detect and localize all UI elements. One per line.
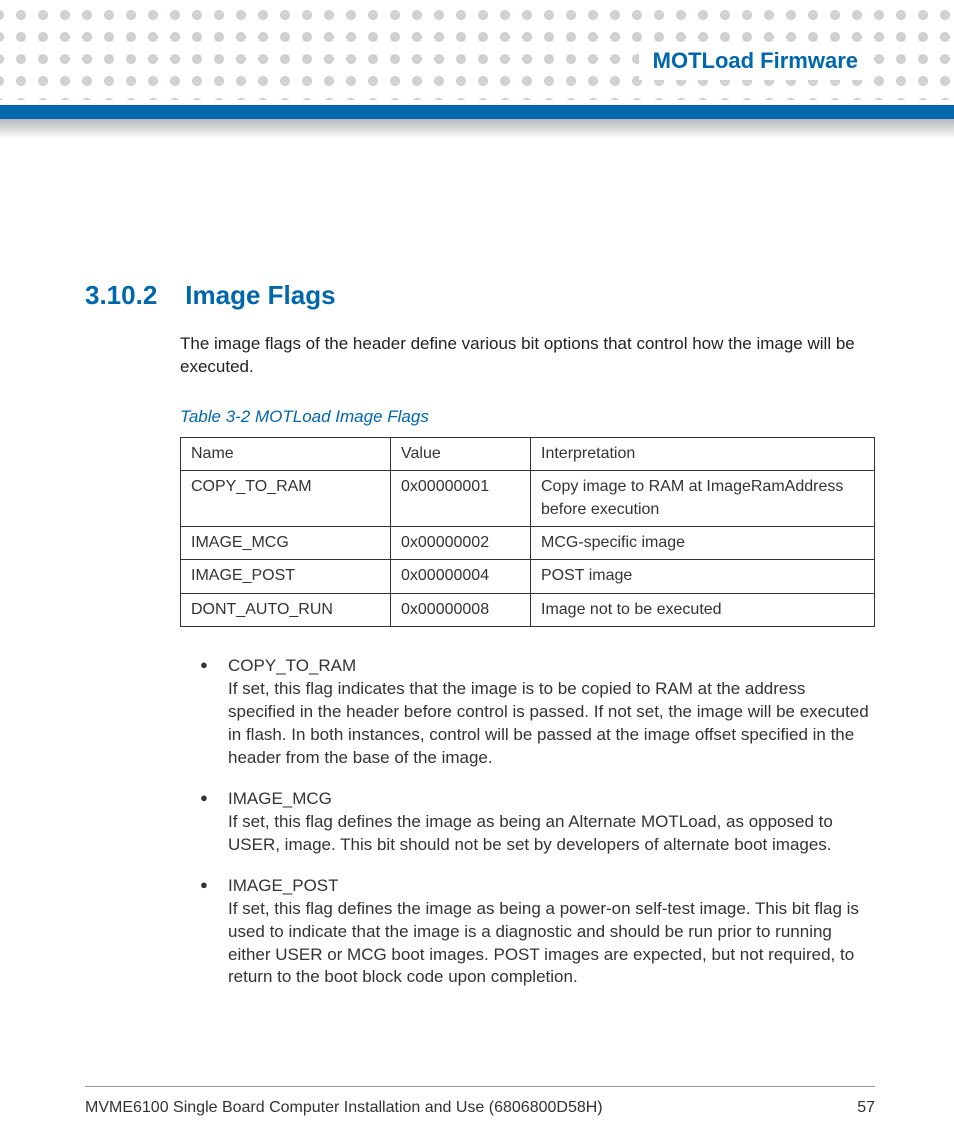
page-content: 3.10.2 Image Flags The image flags of th… [85, 280, 875, 1007]
table-cell: 0x00000008 [391, 593, 531, 626]
table-header-cell: Interpretation [531, 437, 875, 470]
table-header-cell: Value [391, 437, 531, 470]
table-header-cell: Name [181, 437, 391, 470]
footer-doc-title: MVME6100 Single Board Computer Installat… [85, 1099, 603, 1117]
bullet-list: COPY_TO_RAM If set, this flag indicates … [200, 655, 875, 989]
page-footer: MVME6100 Single Board Computer Installat… [85, 1086, 875, 1117]
list-item: IMAGE_POST If set, this flag defines the… [200, 875, 875, 990]
table-cell: POST image [531, 560, 875, 593]
table-header-row: Name Value Interpretation [181, 437, 875, 470]
table-cell: Image not to be executed [531, 593, 875, 626]
table-cell: Copy image to RAM at ImageRamAddress bef… [531, 471, 875, 527]
table-cell: DONT_AUTO_RUN [181, 593, 391, 626]
bullet-title: IMAGE_POST [228, 875, 875, 898]
bullet-body: If set, this flag defines the image as b… [228, 812, 833, 854]
image-flags-table: Name Value Interpretation COPY_TO_RAM 0x… [180, 437, 875, 627]
table-cell: 0x00000001 [391, 471, 531, 527]
bullet-title: IMAGE_MCG [228, 788, 875, 811]
header-gray-gradient [0, 119, 954, 139]
table-cell: IMAGE_POST [181, 560, 391, 593]
table-cell: 0x00000004 [391, 560, 531, 593]
table-row: DONT_AUTO_RUN 0x00000008 Image not to be… [181, 593, 875, 626]
table-cell: COPY_TO_RAM [181, 471, 391, 527]
table-cell: IMAGE_MCG [181, 527, 391, 560]
section-intro: The image flags of the header define var… [180, 333, 875, 379]
list-item: IMAGE_MCG If set, this flag defines the … [200, 788, 875, 857]
table-row: IMAGE_POST 0x00000004 POST image [181, 560, 875, 593]
list-item: COPY_TO_RAM If set, this flag indicates … [200, 655, 875, 770]
section-heading: 3.10.2 Image Flags [85, 280, 875, 311]
section-number: 3.10.2 [85, 280, 157, 311]
section-title: Image Flags [185, 280, 335, 311]
table-row: COPY_TO_RAM 0x00000001 Copy image to RAM… [181, 471, 875, 527]
bullet-title: COPY_TO_RAM [228, 655, 875, 678]
table-cell: MCG-specific image [531, 527, 875, 560]
footer-page-number: 57 [857, 1099, 875, 1117]
table-row: IMAGE_MCG 0x00000002 MCG-specific image [181, 527, 875, 560]
table-caption: Table 3-2 MOTLoad Image Flags [180, 407, 875, 427]
table-cell: 0x00000002 [391, 527, 531, 560]
header-blue-bar [0, 105, 954, 119]
bullet-body: If set, this flag defines the image as b… [228, 899, 859, 987]
bullet-body: If set, this flag indicates that the ima… [228, 679, 869, 767]
running-header-title: MOTLoad Firmware [639, 42, 872, 80]
